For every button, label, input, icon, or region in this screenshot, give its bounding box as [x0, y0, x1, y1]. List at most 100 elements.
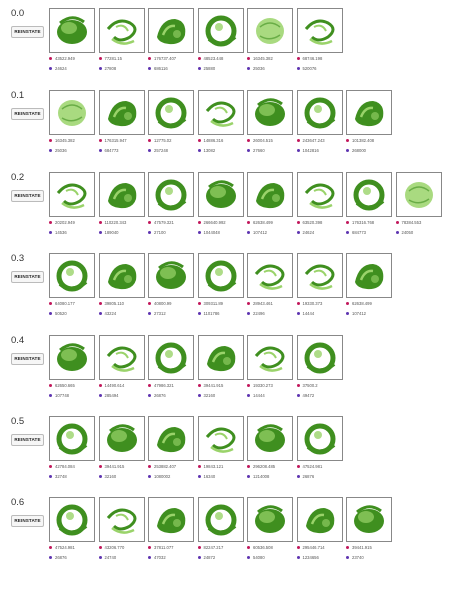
dot-icon	[395, 221, 399, 225]
value-text: 82247.217	[203, 545, 224, 550]
thumbnail-frame[interactable]	[49, 8, 95, 53]
reinstate-button[interactable]: REINSTATE	[11, 434, 44, 446]
thumbnail-frame[interactable]	[98, 8, 145, 53]
thumbnail-frame[interactable]	[98, 90, 145, 135]
thumbnail-value-secondary: 24624	[49, 66, 67, 71]
thumbnail-frame[interactable]	[197, 172, 244, 217]
thumbnail-frame[interactable]	[296, 172, 343, 217]
thumbnail-value-primary: 19843.121	[197, 464, 223, 469]
thumbnail-frame[interactable]	[247, 253, 293, 298]
thumbnail-frame[interactable]	[49, 253, 95, 298]
reinstate-button[interactable]: REINSTATE	[11, 515, 44, 527]
structure-thumbnail-image	[355, 101, 384, 127]
dot-icon	[98, 57, 102, 61]
thumbnail-frame[interactable]	[98, 497, 145, 542]
gallery-row: 0.2 REINSTATE 20202.949 14536 110220.343 18…	[0, 172, 474, 250]
thumbnail-frame[interactable]	[296, 8, 343, 53]
thumbnail-frame[interactable]	[98, 172, 145, 217]
dot-icon	[197, 465, 201, 469]
thumbnail-frame[interactable]	[148, 90, 194, 135]
value-text: 47986.321	[154, 383, 174, 388]
thumbnail-frame[interactable]	[296, 90, 343, 135]
thumbnail-card: 296208.485 1214008	[247, 416, 295, 489]
thumbnail-frame[interactable]	[296, 416, 343, 461]
value-text: 1044048	[203, 230, 220, 235]
reinstate-button[interactable]: REINSTATE	[11, 353, 44, 365]
value-text: 32160	[104, 474, 117, 479]
thumbnail-frame[interactable]	[148, 172, 194, 217]
structure-thumbnail-image	[304, 423, 335, 455]
dot-icon	[247, 465, 250, 469]
thumbnail-frame[interactable]	[247, 8, 293, 53]
thumbnail-frame[interactable]	[148, 497, 194, 542]
thumbnail-frame[interactable]	[148, 8, 194, 53]
value-text: 26876	[55, 555, 67, 560]
thumbnail-frame[interactable]	[247, 172, 293, 217]
dot-icon	[197, 57, 201, 61]
thumbnail-frame[interactable]	[296, 335, 343, 380]
thumbnail-frame[interactable]	[49, 416, 95, 461]
thumbnail-frame[interactable]	[346, 90, 392, 135]
value-text: 25880	[203, 66, 216, 71]
value-text: 107412	[352, 311, 366, 316]
thumbnail-value-primary: 47579.321	[148, 220, 174, 225]
thumbnail-frame[interactable]	[148, 253, 194, 298]
thumbnail-frame[interactable]	[247, 416, 293, 461]
structure-thumbnail-image	[304, 97, 335, 129]
value-text: 23740	[352, 555, 364, 560]
value-text: 24050	[401, 230, 414, 235]
thumbnail-card: 82247.217 24872	[197, 497, 246, 570]
thumbnail-frame[interactable]	[98, 335, 145, 380]
thumbnail-frame[interactable]	[148, 416, 194, 461]
thumbnail-value-primary: 37500.2	[296, 383, 318, 388]
thumbnail-card: 28943.461 22496	[247, 253, 295, 326]
thumbnail-frame[interactable]	[49, 172, 95, 217]
thumbnail-card: 60536.508 54080	[247, 497, 295, 570]
thumbnail-value-secondary: 14536	[49, 230, 67, 235]
reinstate-button[interactable]: REINSTATE	[11, 26, 44, 38]
structure-thumbnail-image	[157, 19, 186, 45]
thumbnail-frame[interactable]	[49, 90, 95, 135]
thumbnail-frame[interactable]	[98, 253, 145, 298]
thumbnail-frame[interactable]	[247, 497, 293, 542]
thumbnail-value-primary: 26004.515	[247, 138, 273, 143]
thumbnail-frame[interactable]	[197, 335, 244, 380]
reinstate-button[interactable]: REINSTATE	[11, 108, 44, 120]
dot-icon	[98, 475, 102, 479]
thumbnail-card: 62638.499 107412	[247, 172, 295, 245]
value-text: 16345.382	[253, 56, 273, 61]
row-threshold-label: 0.0	[11, 8, 25, 19]
value-text: 686116	[154, 66, 168, 71]
thumbnail-value-secondary: 1080002	[148, 474, 170, 479]
gallery-row: 0.4 REINSTATE 62650.665 107748 14490.614 28…	[0, 335, 474, 413]
thumbnail-frame[interactable]	[197, 90, 244, 135]
thumbnail-value-secondary: 1044048	[197, 230, 220, 235]
dot-icon	[98, 465, 102, 469]
thumbnail-frame[interactable]	[148, 335, 194, 380]
thumbnail-value-secondary: 107412	[247, 230, 267, 235]
thumbnail-frame[interactable]	[98, 416, 145, 461]
thumbnail-frame[interactable]	[247, 90, 293, 135]
reinstate-button[interactable]: REINSTATE	[11, 271, 44, 283]
thumbnail-frame[interactable]	[197, 497, 244, 542]
dot-icon	[148, 57, 151, 61]
reinstate-button[interactable]: REINSTATE	[11, 190, 44, 202]
thumbnail-frame[interactable]	[247, 335, 293, 380]
thumbnail-frame[interactable]	[49, 497, 95, 542]
structure-thumbnail-image	[56, 260, 88, 292]
thumbnail-frame[interactable]	[346, 497, 392, 542]
thumbnail-frame[interactable]	[197, 253, 244, 298]
thumbnail-frame[interactable]	[346, 253, 392, 298]
thumbnail-frame[interactable]	[197, 416, 244, 461]
dot-icon	[296, 149, 300, 153]
thumbnail-frame[interactable]	[296, 497, 343, 542]
thumbnail-frame[interactable]	[346, 172, 392, 217]
thumbnail-card: 47524.981 26876	[49, 497, 97, 570]
dot-icon	[49, 556, 52, 560]
thumbnail-frame[interactable]	[296, 253, 343, 298]
thumbnail-frame[interactable]	[395, 172, 442, 217]
thumbnail-value-primary: 62638.499	[247, 220, 273, 225]
dot-icon	[296, 475, 300, 479]
thumbnail-frame[interactable]	[197, 8, 244, 53]
thumbnail-frame[interactable]	[49, 335, 95, 380]
